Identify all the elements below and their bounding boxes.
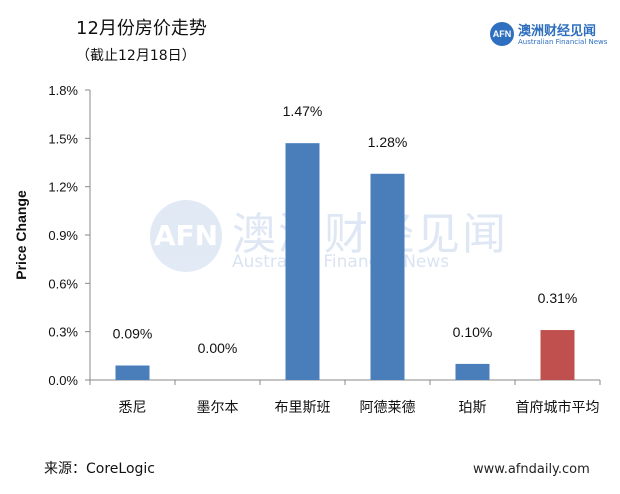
y-axis-label: Price Change <box>13 190 29 280</box>
afn-logo: AFN 澳洲财经见闻 Australian Financial News <box>490 20 610 50</box>
y-tick-label: 0.0% <box>48 373 78 388</box>
bar <box>370 173 405 380</box>
bar-value-label: 1.28% <box>368 134 408 150</box>
x-tick-label: 阿德莱德 <box>360 400 416 416</box>
y-tick-label: 1.8% <box>48 83 78 98</box>
bar-value-label: 0.10% <box>453 324 493 340</box>
bars <box>115 143 575 380</box>
y-tick-label: 1.2% <box>48 180 78 195</box>
website-url: www.afndaily.com <box>473 462 590 477</box>
x-tick-label: 首府城市平均 <box>516 399 600 416</box>
x-tick-label: 墨尔本 <box>197 400 239 416</box>
logo-name-en: Australian Financial News <box>518 38 608 46</box>
x-axis: 悉尼 墨尔本 布里斯班 阿德莱德 珀斯 首府城市平均 <box>89 379 601 416</box>
bar <box>455 363 490 380</box>
bar-value-label: 0.00% <box>198 340 238 356</box>
bar <box>285 143 320 380</box>
bar-value-label: 0.31% <box>538 290 578 306</box>
y-tick-label: 1.5% <box>48 131 78 146</box>
source-note: 来源：CoreLogic <box>44 461 155 477</box>
y-axis: 0.0% 0.3% 0.6% 0.9% 1.2% 1.5% 1.8% <box>48 83 91 388</box>
watermark-logo-icon: AFN <box>150 200 222 272</box>
bar <box>115 365 150 380</box>
x-tick-label: 布里斯班 <box>275 400 331 416</box>
chart-subtitle: （截止12月18日） <box>76 48 196 64</box>
afn-logo-icon: AFN <box>490 22 514 46</box>
y-tick-label: 0.3% <box>48 325 78 340</box>
value-labels: 0.09% 0.00% 1.47% 1.28% 0.10% 0.31% <box>113 103 578 356</box>
y-tick-label: 0.6% <box>48 276 78 291</box>
chart-title: 12月份房价走势 <box>76 18 207 39</box>
x-tick-label: 悉尼 <box>119 400 147 416</box>
watermark-name-cn: 澳洲财经见闻 <box>232 209 508 260</box>
logo-name-cn: 澳洲财经见闻 <box>518 24 597 39</box>
bar-value-label: 0.09% <box>113 326 153 342</box>
x-tick-label: 珀斯 <box>459 400 487 416</box>
bar <box>540 330 575 380</box>
bar-value-label: 1.47% <box>283 103 323 119</box>
y-tick-label: 0.9% <box>48 228 78 243</box>
